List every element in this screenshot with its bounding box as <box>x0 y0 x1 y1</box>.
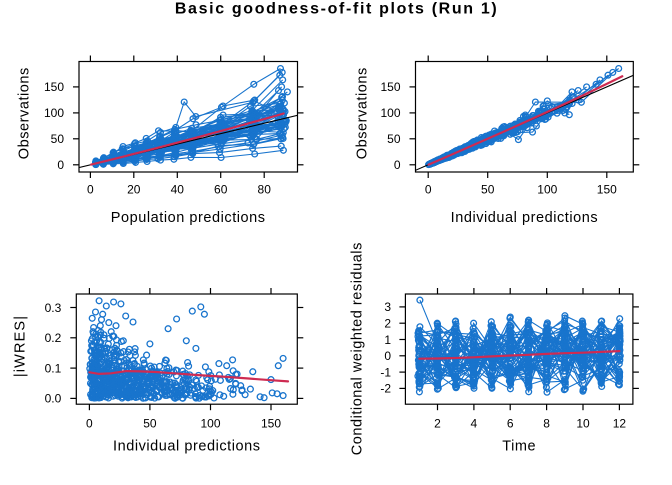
svg-text:Population predictions: Population predictions <box>111 210 266 226</box>
svg-text:-1: -1 <box>380 365 391 379</box>
svg-text:20: 20 <box>127 183 141 197</box>
svg-text:4: 4 <box>471 417 478 431</box>
svg-text:60: 60 <box>214 183 228 197</box>
svg-text:100: 100 <box>380 106 400 120</box>
svg-text:2: 2 <box>384 317 391 331</box>
svg-text:8: 8 <box>543 417 550 431</box>
svg-text:0.0: 0.0 <box>45 392 62 406</box>
svg-text:0.2: 0.2 <box>45 331 62 345</box>
svg-text:0: 0 <box>384 349 391 363</box>
svg-text:-2: -2 <box>380 382 391 396</box>
svg-text:100: 100 <box>200 417 220 431</box>
svg-text:6: 6 <box>507 417 514 431</box>
svg-text:0: 0 <box>57 158 64 172</box>
svg-text:Individual predictions: Individual predictions <box>113 439 261 455</box>
svg-text:1: 1 <box>384 333 391 347</box>
svg-text:|iWRES|: |iWRES| <box>13 315 29 377</box>
svg-text:50: 50 <box>481 183 495 197</box>
svg-text:Observations: Observations <box>16 67 32 159</box>
svg-text:2: 2 <box>434 417 441 431</box>
svg-text:12: 12 <box>613 417 627 431</box>
svg-text:150: 150 <box>597 183 617 197</box>
svg-text:0.1: 0.1 <box>45 361 62 375</box>
svg-text:50: 50 <box>143 417 157 431</box>
svg-text:50: 50 <box>51 132 65 146</box>
svg-text:0: 0 <box>86 417 93 431</box>
svg-text:0: 0 <box>425 183 432 197</box>
svg-text:Individual predictions: Individual predictions <box>451 210 599 226</box>
svg-text:150: 150 <box>261 417 281 431</box>
svg-text:0: 0 <box>87 183 94 197</box>
svg-text:0: 0 <box>394 158 401 172</box>
svg-text:150: 150 <box>44 80 64 94</box>
svg-text:Conditional weighted residuals: Conditional weighted residuals <box>350 242 366 455</box>
svg-text:50: 50 <box>387 132 401 146</box>
svg-text:100: 100 <box>44 106 64 120</box>
svg-text:80: 80 <box>258 183 272 197</box>
svg-text:Time: Time <box>502 439 536 455</box>
svg-text:100: 100 <box>537 183 557 197</box>
svg-text:10: 10 <box>576 417 590 431</box>
svg-text:Observations: Observations <box>355 67 371 159</box>
svg-text:150: 150 <box>380 80 400 94</box>
svg-text:Basic goodness-of-fit plots (R: Basic goodness-of-fit plots (Run 1) <box>175 1 499 18</box>
svg-text:3: 3 <box>384 300 391 314</box>
svg-text:0.3: 0.3 <box>45 301 62 315</box>
svg-text:40: 40 <box>171 183 185 197</box>
